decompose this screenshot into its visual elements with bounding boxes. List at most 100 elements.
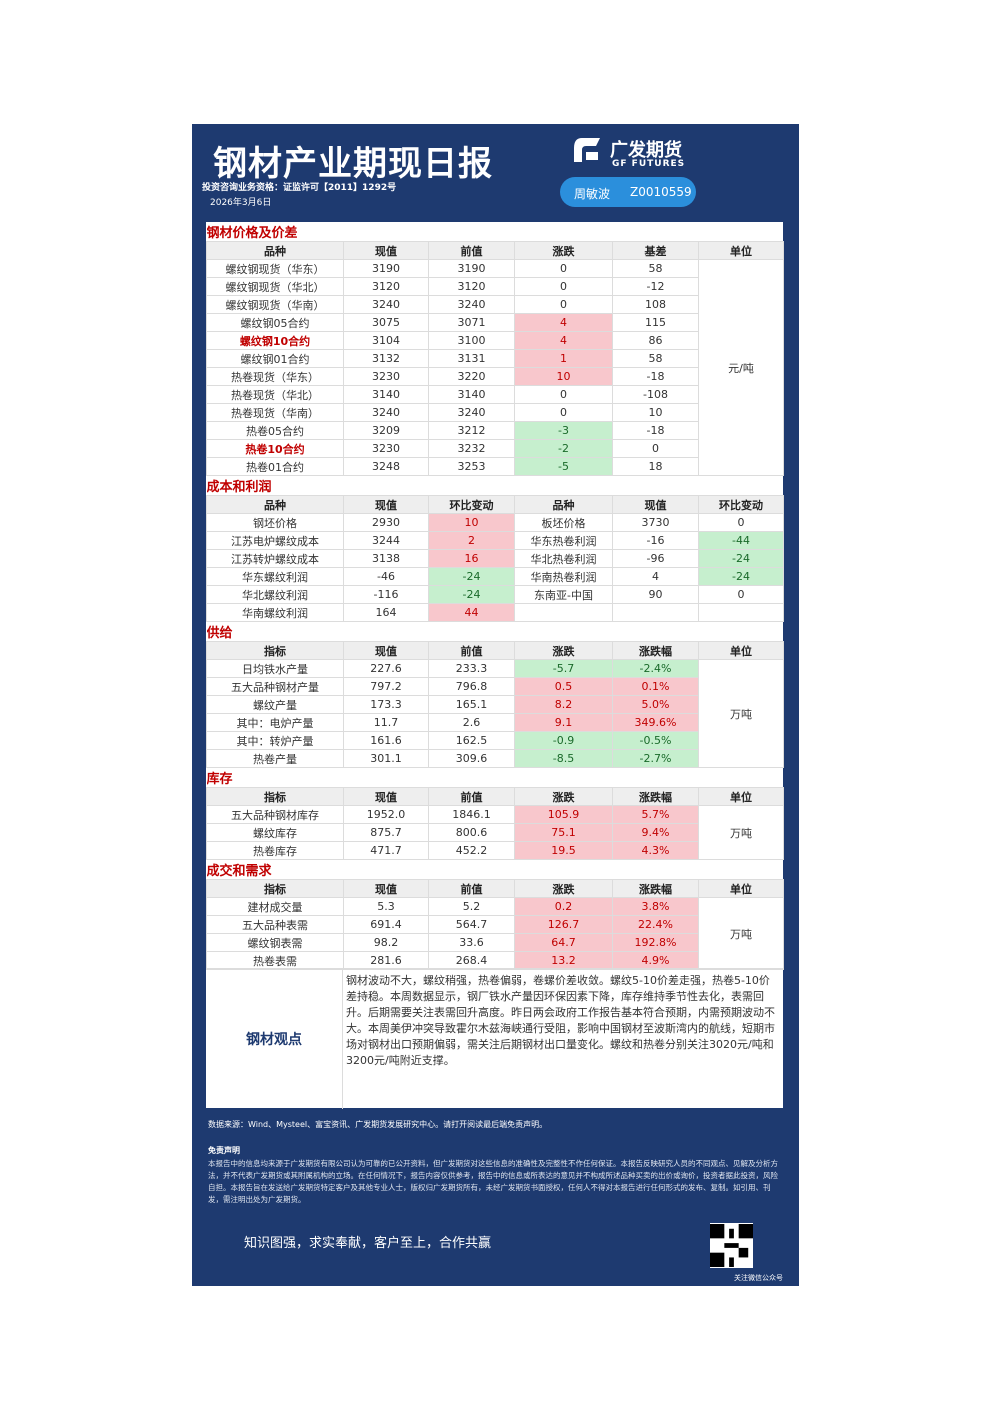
cell: 5.3: [343, 897, 429, 916]
unit: 元/吨: [697, 259, 785, 476]
data-row: 热卷现货（华东） 3230 3220 10 -18: [206, 367, 784, 386]
cell: 3230: [343, 367, 429, 386]
row-label: 钢坯价格: [206, 513, 344, 532]
column-header: 指标: [206, 879, 344, 898]
data-row: 螺纹钢表需 98.2 33.6 64.7 192.8%: [206, 933, 784, 952]
cell: 4: [514, 313, 613, 332]
cell: 10: [514, 367, 613, 386]
cell: 0: [514, 385, 613, 404]
logo-en: GF FUTURES: [612, 159, 686, 169]
data-row: 钢坯价格 2930 10 板坯价格 3730 0: [206, 513, 785, 532]
cell: 19.5: [514, 841, 613, 860]
cell: -24: [697, 549, 785, 568]
report-panel: 钢材产业期现日报 投资咨询业务资格：证监许可【2011】1292号 2026年3…: [192, 124, 799, 1286]
report-title: 钢材产业期现日报: [213, 144, 493, 184]
cell: -2.4%: [612, 659, 699, 678]
column-header: 指标: [206, 641, 344, 660]
empty-cell: [697, 603, 785, 622]
cell: 0: [697, 513, 785, 532]
cell: 796.8: [428, 677, 515, 696]
row-label: 建材成交量: [206, 897, 344, 916]
section-title: 供给: [206, 626, 233, 641]
row-label: 江苏转炉螺纹成本: [206, 549, 344, 568]
cell: 0: [514, 403, 613, 422]
section-row: 成交和需求: [207, 860, 784, 880]
data-row: 螺纹钢现货（华南） 3240 3240 0 108: [206, 295, 784, 314]
cell: 233.3: [428, 659, 515, 678]
data-row: 华南螺纹利润 164 44: [206, 603, 785, 622]
cell: -108: [612, 385, 699, 404]
column-header: 涨跌幅: [612, 879, 699, 898]
row-label: 华南螺纹利润: [206, 603, 344, 622]
cell: 173.3: [343, 695, 429, 714]
empty-cell: [514, 603, 613, 622]
section-row: 成本和利润: [207, 476, 784, 496]
header-row: 指标 现值 前值 涨跌 涨跌幅 单位: [206, 879, 785, 898]
column-header: 品种: [206, 241, 344, 260]
column-header: 单位: [697, 241, 785, 260]
cell: 3232: [428, 439, 515, 458]
cell: 3240: [343, 295, 429, 314]
cell: 3730: [612, 513, 699, 532]
cell: 3190: [343, 259, 429, 278]
disclaimer: 本报告中的信息均来源于广发期货有限公司认为可靠的已公开资料，但广发期货对这些信息…: [208, 1159, 778, 1204]
cell: 3240: [428, 403, 515, 422]
cell: 3120: [343, 277, 429, 296]
cell: -3: [514, 421, 613, 440]
row-label: 华东热卷利润: [514, 531, 613, 550]
row-label: 螺纹产量: [206, 695, 344, 714]
cell: 8.2: [514, 695, 613, 714]
column-header: 现值: [343, 241, 429, 260]
cell: 3138: [343, 549, 429, 568]
column-header: 涨跌: [514, 241, 613, 260]
cell: 349.6%: [612, 713, 699, 732]
column-header: 单位: [697, 641, 785, 660]
row-label: 华东螺纹利润: [206, 567, 344, 586]
row-label: 五大品种钢材产量: [206, 677, 344, 696]
cell: 10: [428, 513, 515, 532]
column-header: 品种: [206, 495, 344, 514]
analyst-badge: 周敏波 Z0010559: [560, 177, 696, 207]
cell: 0: [612, 439, 699, 458]
cell: 3230: [343, 439, 429, 458]
qr-code: [710, 1223, 753, 1268]
cell: 98.2: [343, 933, 429, 952]
cell: 3131: [428, 349, 515, 368]
cell: 0: [514, 295, 613, 314]
row-label: 其中：转炉产量: [206, 731, 344, 750]
row-label: 热卷现货（华南）: [206, 403, 344, 422]
cell: -0.9: [514, 731, 613, 750]
cell: 3104: [343, 331, 429, 350]
cell: 9.1: [514, 713, 613, 732]
column-header: 现值: [343, 787, 429, 806]
opinion: 钢材观点 钢材波动不大，螺纹稍强，热卷偏弱，卷螺价差收敛。螺纹5-10价差走强，…: [206, 968, 783, 1109]
cell: 2: [428, 531, 515, 550]
cell: 1846.1: [428, 805, 515, 824]
cell: -2: [514, 439, 613, 458]
cell: -5.7: [514, 659, 613, 678]
data-source: 数据来源：Wind、Mysteel、富宝资讯、广发期货发展研究中心。请打开阅读最…: [208, 1120, 548, 1129]
row-label: 热卷产量: [206, 749, 344, 768]
cell: 3220: [428, 367, 515, 386]
unit: 万吨: [697, 805, 785, 860]
column-header: 单位: [697, 787, 785, 806]
cell: 800.6: [428, 823, 515, 842]
data-row: 螺纹钢10合约 3104 3100 4 86: [206, 331, 784, 350]
cell: 3120: [428, 277, 515, 296]
cell: -44: [697, 531, 785, 550]
data-row: 江苏转炉螺纹成本 3138 16 华北热卷利润 -96 -24: [206, 549, 785, 568]
row-label: 螺纹钢10合约: [206, 331, 344, 350]
cell: 227.6: [343, 659, 429, 678]
cell: 86: [612, 331, 699, 350]
cell: 192.8%: [612, 933, 699, 952]
cell: 3190: [428, 259, 515, 278]
cell: 0: [514, 277, 613, 296]
data-row: 华东螺纹利润 -46 -24 华南热卷利润 4 -24: [206, 567, 785, 586]
opinion-text: 钢材波动不大，螺纹稍强，热卷偏弱，卷螺价差收敛。螺纹5-10价差走强，热卷5-1…: [346, 974, 775, 1067]
cell: 4: [514, 331, 613, 350]
row-label: 板坯价格: [514, 513, 613, 532]
data-row: 螺纹钢01合约 3132 3131 1 58: [206, 349, 784, 368]
cell: 3.8%: [612, 897, 699, 916]
cell: 2.6: [428, 713, 515, 732]
report-date: 2026年3月6日: [210, 198, 272, 208]
